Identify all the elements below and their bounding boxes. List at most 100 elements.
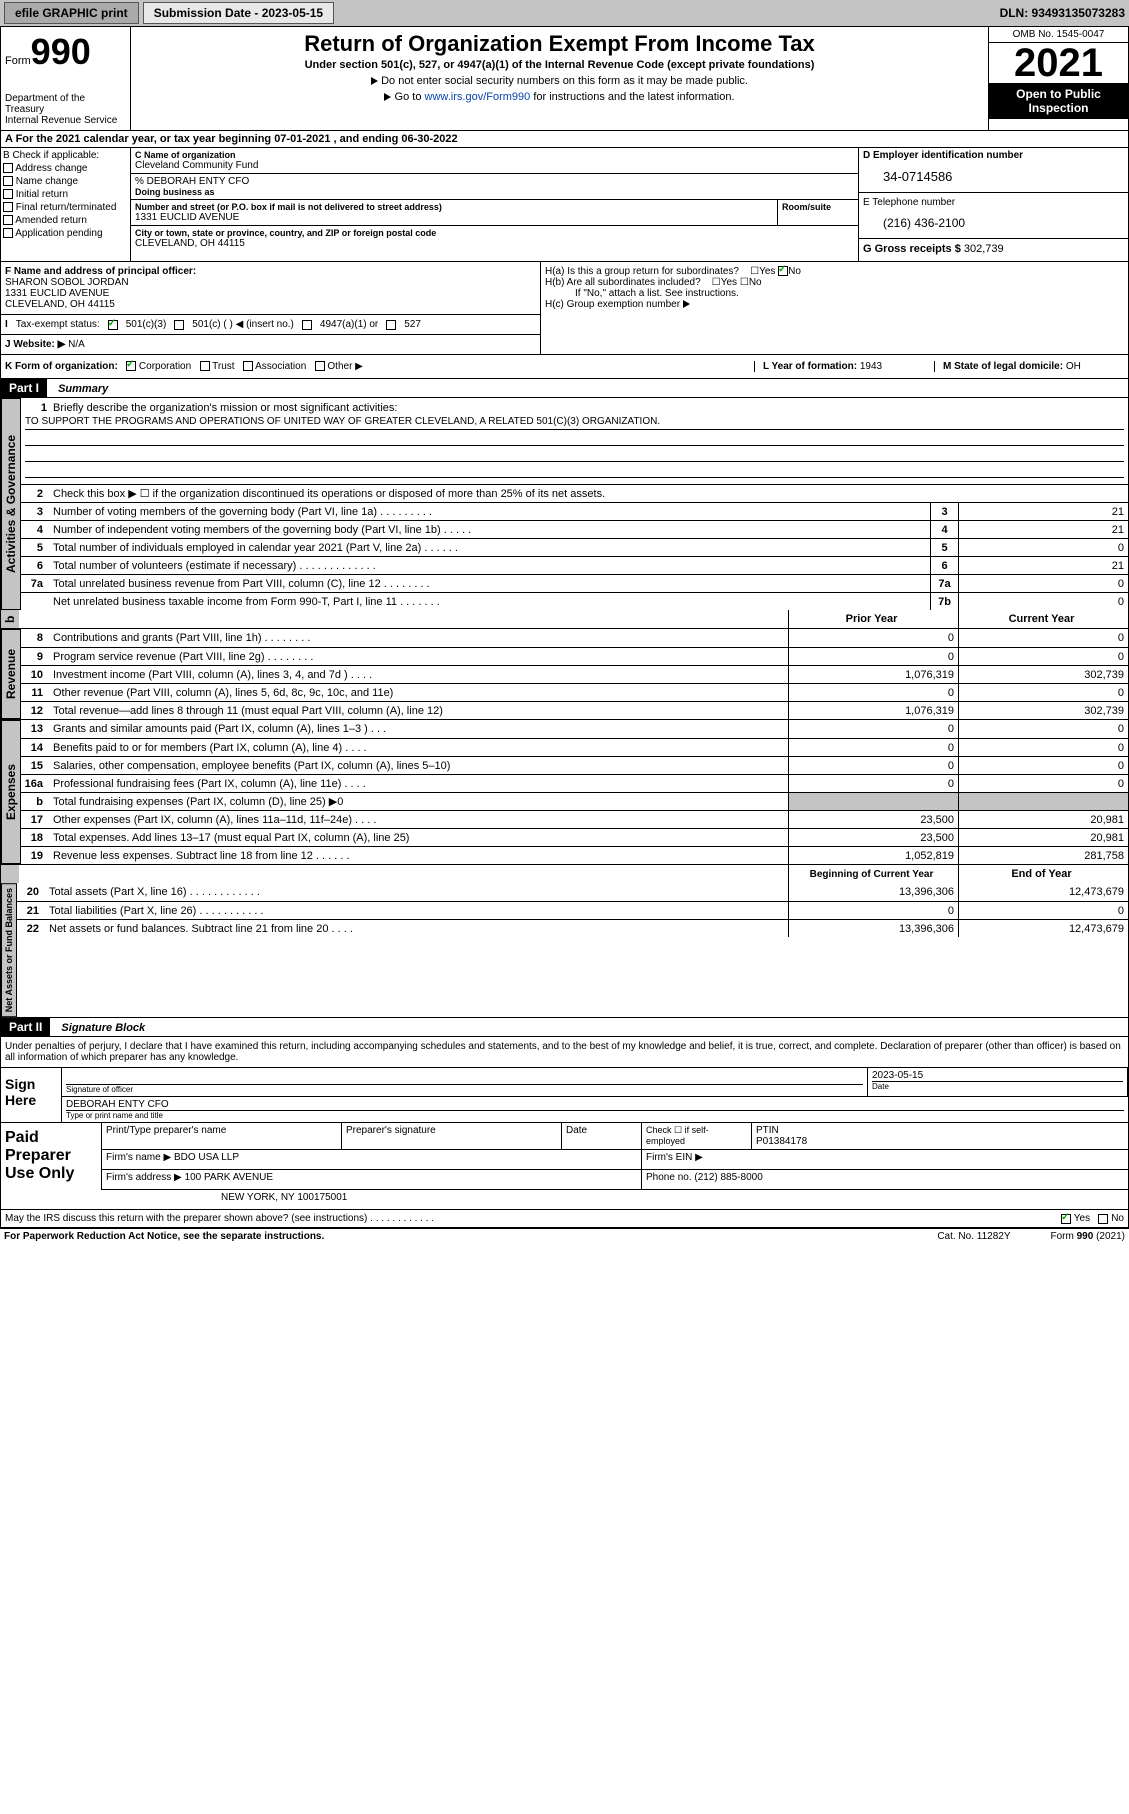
prior-val: 13,396,306	[788, 920, 958, 937]
efile-label: efile GRAPHIC print	[4, 2, 139, 24]
ssn-note: Do not enter social security numbers on …	[135, 75, 984, 87]
prior-val: 0	[788, 757, 958, 774]
city: CLEVELAND, OH 44115	[135, 238, 854, 249]
c-name-label: C Name of organization	[135, 150, 854, 160]
prior-val: 23,500	[788, 829, 958, 846]
form-word: Form	[5, 55, 31, 67]
dln: DLN: 93493135073283	[1000, 6, 1125, 20]
gross-receipts: 302,739	[964, 243, 1004, 255]
line-desc: Total number of individuals employed in …	[49, 541, 930, 555]
firm-phone: (212) 885-8000	[694, 1172, 762, 1183]
dept-label: Department of the Treasury Internal Reve…	[5, 93, 126, 126]
form-title: Return of Organization Exempt From Incom…	[135, 31, 984, 57]
i-label: Tax-exempt status:	[16, 319, 100, 330]
line-val: 0	[958, 539, 1128, 556]
current-val: 12,473,679	[958, 920, 1128, 937]
prior-val: 0	[788, 629, 958, 647]
b-checkbox[interactable]	[3, 176, 13, 186]
open-public-badge: Open to Public Inspection	[989, 83, 1128, 119]
year-formation: 1943	[860, 361, 882, 372]
current-year-header: Current Year	[958, 610, 1128, 628]
line-val: 0	[958, 575, 1128, 592]
b-checkbox[interactable]	[3, 202, 13, 212]
trust-checkbox[interactable]	[200, 361, 210, 371]
sig-date: 2023-05-15	[872, 1070, 1123, 1081]
line2: Check this box ▶ ☐ if the organization d…	[49, 486, 1128, 501]
tax-year: 2021	[989, 43, 1128, 83]
mission-text: TO SUPPORT THE PROGRAMS AND OPERATIONS O…	[25, 416, 1124, 430]
prior-val: 23,500	[788, 811, 958, 828]
ein-label: D Employer identification number	[863, 150, 1124, 161]
prior-year-header: Prior Year	[788, 610, 958, 628]
ein: 34-0714586	[883, 169, 1124, 184]
tab-expenses: Expenses	[1, 720, 21, 864]
firm-name: BDO USA LLP	[174, 1152, 239, 1163]
current-val: 302,739	[958, 666, 1128, 683]
current-val: 0	[958, 775, 1128, 792]
street: 1331 EUCLID AVENUE	[135, 212, 773, 223]
b-checkbox[interactable]	[3, 228, 13, 238]
current-val: 281,758	[958, 847, 1128, 864]
prior-val: 1,052,819	[788, 847, 958, 864]
501c3-checkbox[interactable]	[108, 320, 118, 330]
line-val: 21	[958, 557, 1128, 574]
line-desc: Other revenue (Part VIII, column (A), li…	[49, 686, 788, 700]
other-checkbox[interactable]	[315, 361, 325, 371]
form-subtitle: Under section 501(c), 527, or 4947(a)(1)…	[135, 59, 984, 71]
dba-label: Doing business as	[135, 187, 854, 197]
b-checkbox[interactable]	[3, 163, 13, 173]
b-checkbox[interactable]	[3, 215, 13, 225]
officer-name: SHARON SOBOL JORDAN	[5, 277, 129, 288]
state-domicile: OH	[1066, 361, 1081, 372]
row-a-taxyear: A For the 2021 calendar year, or tax yea…	[0, 131, 1129, 148]
form-number: 990	[31, 31, 91, 73]
501c-checkbox[interactable]	[174, 320, 184, 330]
ptin: P01384178	[756, 1136, 807, 1147]
line-desc: Benefits paid to or for members (Part IX…	[49, 741, 788, 755]
ha-label: H(a) Is this a group return for subordin…	[545, 266, 1124, 277]
assoc-checkbox[interactable]	[243, 361, 253, 371]
discuss-yes-checkbox[interactable]	[1061, 1214, 1071, 1224]
hb-label: H(b) Are all subordinates included? ☐Yes…	[545, 277, 1124, 288]
line-desc: Total fundraising expenses (Part IX, col…	[49, 794, 788, 809]
current-val: 0	[958, 739, 1128, 756]
goto-note: Go to www.irs.gov/Form990 for instructio…	[135, 91, 984, 103]
line-desc: Number of independent voting members of …	[49, 523, 930, 537]
line-desc: Total assets (Part X, line 16) . . . . .…	[45, 885, 788, 899]
discuss-no-checkbox[interactable]	[1098, 1214, 1108, 1224]
line-desc: Total unrelated business revenue from Pa…	[49, 577, 930, 591]
527-checkbox[interactable]	[386, 320, 396, 330]
corp-checkbox[interactable]	[126, 361, 136, 371]
prior-val	[788, 793, 958, 810]
4947-checkbox[interactable]	[302, 320, 312, 330]
current-val	[958, 793, 1128, 810]
line-desc: Investment income (Part VIII, column (A)…	[49, 668, 788, 682]
line-val: 21	[958, 521, 1128, 538]
phone-label: E Telephone number	[863, 197, 1124, 208]
b-checkbox[interactable]	[3, 189, 13, 199]
prior-val: 1,076,319	[788, 666, 958, 683]
discuss-row: May the IRS discuss this return with the…	[0, 1210, 1129, 1228]
b-title: B Check if applicable:	[3, 150, 128, 161]
current-val: 0	[958, 720, 1128, 738]
current-val: 0	[958, 629, 1128, 647]
prior-val: 0	[788, 720, 958, 738]
irs-link[interactable]: www.irs.gov/Form990	[425, 91, 531, 103]
care-of: % DEBORAH ENTY CFO	[135, 176, 854, 187]
tab-netassets: Net Assets or Fund Balances	[1, 883, 17, 1017]
prior-val: 0	[788, 648, 958, 665]
current-val: 0	[958, 902, 1128, 919]
prior-val: 0	[788, 775, 958, 792]
ha-no-checkbox[interactable]	[778, 266, 788, 276]
current-val: 302,739	[958, 702, 1128, 719]
city-label: City or town, state or province, country…	[135, 228, 854, 238]
prior-val: 0	[788, 739, 958, 756]
part1-header: Part I	[1, 379, 47, 397]
submission-date: Submission Date - 2023-05-15	[143, 2, 334, 24]
end-year-header: End of Year	[958, 865, 1128, 883]
line-desc: Number of voting members of the governin…	[49, 505, 930, 519]
section-k: K Form of organization: Corporation Trus…	[0, 355, 1129, 379]
website: N/A	[68, 339, 85, 350]
paid-preparer: Paid Preparer Use Only Print/Type prepar…	[0, 1123, 1129, 1210]
current-val: 0	[958, 648, 1128, 665]
